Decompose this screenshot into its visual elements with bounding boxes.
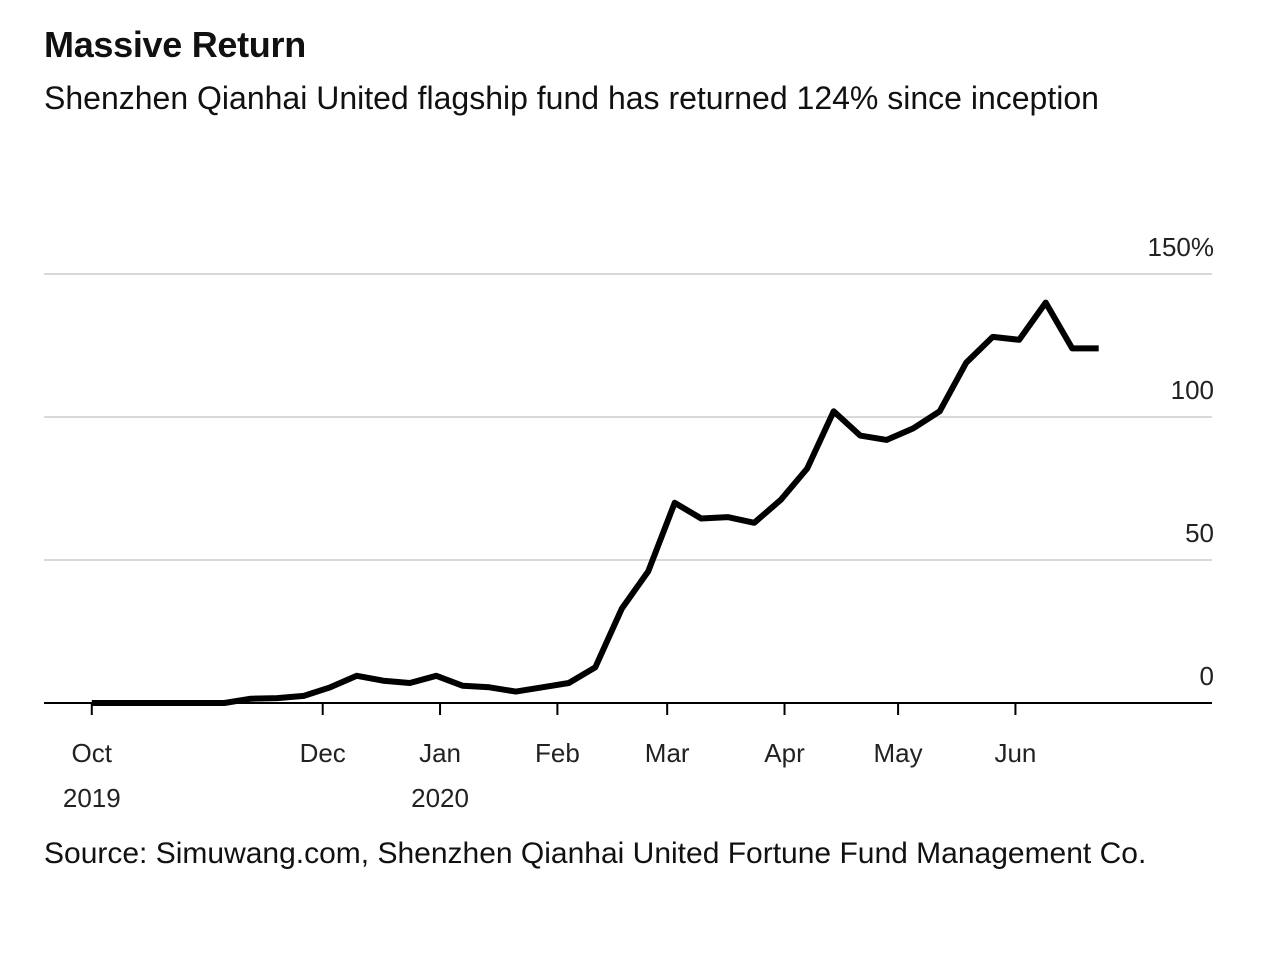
chart-subtitle: Shenzhen Qianhai United flagship fund ha… [44,80,1099,116]
data-point [489,687,490,688]
data-point [409,682,410,683]
data-point [1072,348,1073,349]
data-point [436,675,437,676]
y-tick-label-100: 100 [1171,375,1214,405]
x-tick-year-2020: 2020 [411,783,469,813]
data-point [1019,339,1020,340]
data-point [91,703,92,704]
data-point [144,703,145,704]
data-point [674,502,675,503]
data-point [621,608,622,609]
x-tick-year-2019: 2019 [63,783,121,813]
y-tick-label-0: 0 [1200,661,1214,691]
series-layer [91,299,1099,706]
data-point [1045,302,1046,303]
data-point [197,703,198,704]
x-tick-label-mar: Mar [645,738,690,768]
data-point [886,439,887,440]
data-point [250,698,251,699]
data-point [356,675,357,676]
data-point [1098,348,1099,349]
data-point [727,517,728,518]
data-point [701,518,702,519]
data-point [515,691,516,692]
x-tick-label-dec: Dec [300,738,346,768]
data-point [171,703,172,704]
data-point [277,698,278,699]
data-point [860,435,861,436]
x-tick-label-feb: Feb [535,738,580,768]
source-note: Source: Simuwang.com, Shenzhen Qianhai U… [44,837,1147,870]
x-tick-label-oct: Oct [72,738,113,768]
data-point [542,687,543,688]
data-point [966,362,967,363]
y-axis-tick-labels: 150% 100 50 0 [1148,232,1215,691]
x-tick-label-jun: Jun [994,738,1036,768]
data-point [118,703,119,704]
data-point [224,703,225,704]
data-point [383,680,384,681]
data-point [913,428,914,429]
x-tick-label-apr: Apr [764,738,805,768]
data-point [754,522,755,523]
data-point [595,667,596,668]
data-point [568,682,569,683]
series-line-0 [91,299,1099,706]
data-point [648,571,649,572]
data-point [330,687,331,688]
chart-title: Massive Return [44,24,306,65]
gridlines [44,273,1212,561]
x-tick-label-jan: Jan [419,738,461,768]
data-point [462,685,463,686]
x-tick-label-may: May [874,738,923,768]
data-point [807,468,808,469]
data-point [939,411,940,412]
x-axis: Oct 2019 Dec Jan 2020 Feb Mar Apr May Jun [44,702,1212,813]
data-point [780,499,781,500]
data-point [833,411,834,412]
data-point [992,336,993,337]
y-tick-label-50: 50 [1185,518,1214,548]
y-tick-label-150: 150% [1148,232,1215,262]
data-point [303,695,304,696]
